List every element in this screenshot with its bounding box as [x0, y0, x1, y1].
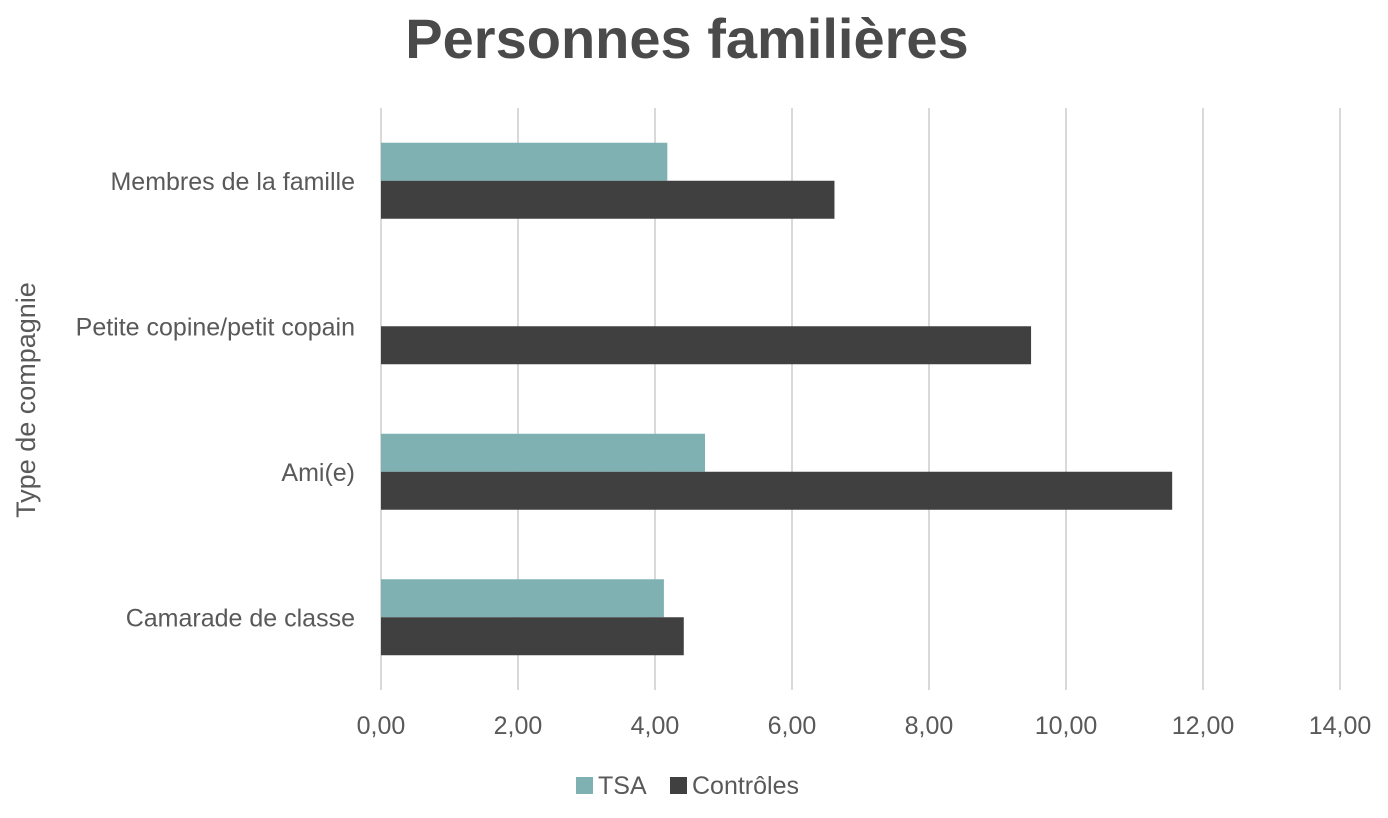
bar-tsa-2: [381, 433, 706, 472]
category-labels: Membres de la famille Petite copine/petit…: [76, 168, 355, 633]
legend: TSA Contrôles: [576, 772, 799, 800]
legend-label-0: TSA: [598, 772, 647, 800]
category-label-0: Membres de la famille: [110, 168, 355, 196]
chart-title: Personnes familières: [405, 7, 968, 70]
legend-label-1: Contrôles: [692, 772, 799, 800]
x-tick-label-5: 10,00: [1035, 712, 1098, 740]
bar-controles-1: [381, 326, 1032, 365]
legend-swatch-0: [576, 777, 593, 794]
x-tick-labels: 0,00 2,00 4,00 6,00 8,00 10,00 12,00 14,00: [357, 712, 1372, 740]
category-label-1: Petite copine/petit copain: [76, 313, 355, 341]
bar-controles-0: [381, 180, 835, 219]
y-axis-title: Type de compagnie: [11, 282, 41, 518]
x-tick-label-6: 12,00: [1172, 712, 1235, 740]
bars-group: [381, 142, 1173, 656]
legend-swatch-1: [670, 777, 687, 794]
bar-controles-2: [381, 471, 1173, 510]
x-tick-label-4: 8,00: [905, 712, 954, 740]
category-label-3: Camarade de classe: [126, 604, 355, 632]
bar-controles-3: [381, 617, 684, 656]
category-label-2: Ami(e): [281, 459, 355, 487]
x-tick-label-0: 0,00: [357, 712, 406, 740]
x-tick-label-7: 14,00: [1309, 712, 1372, 740]
bar-tsa-0: [381, 142, 668, 181]
x-tick-label-2: 4,00: [631, 712, 680, 740]
x-tick-label-3: 6,00: [768, 712, 817, 740]
bar-tsa-3: [381, 579, 664, 618]
x-tick-label-1: 2,00: [494, 712, 543, 740]
